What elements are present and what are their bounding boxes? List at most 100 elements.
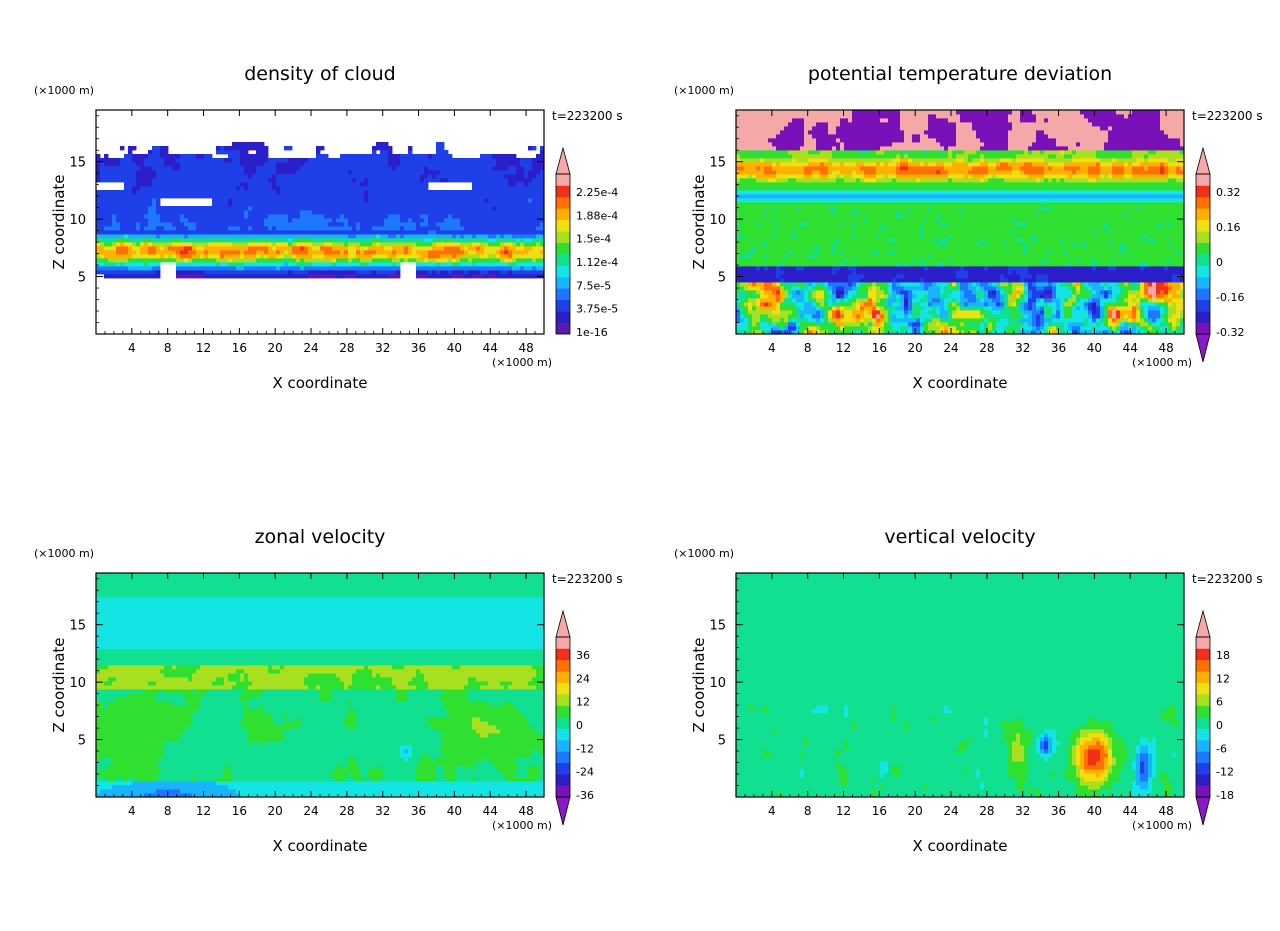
heatmap-cell — [800, 306, 804, 310]
heatmap-cell — [240, 166, 244, 170]
heatmap-cell — [828, 182, 832, 186]
heatmap-cell — [192, 206, 196, 210]
heatmap-cell — [108, 166, 112, 170]
heatmap-cell — [808, 150, 812, 154]
heatmap-cell — [484, 274, 488, 278]
heatmap-cell — [388, 190, 392, 194]
heatmap-cell — [748, 222, 752, 226]
heatmap-cell — [268, 206, 272, 210]
heatmap-cell — [188, 254, 192, 258]
heatmap-cell — [412, 250, 416, 254]
heatmap-cell — [188, 170, 192, 174]
heatmap-cell — [788, 182, 792, 186]
heatmap-cell — [184, 250, 188, 254]
heatmap-cell — [764, 142, 768, 146]
heatmap-cell — [244, 166, 248, 170]
heatmap-cell — [440, 162, 444, 166]
heatmap-cell — [808, 114, 812, 118]
heatmap-cell — [212, 186, 216, 190]
heatmap-cell — [440, 178, 444, 182]
heatmap-cell — [324, 202, 328, 206]
heatmap-cell — [100, 166, 104, 170]
heatmap-cell — [808, 154, 812, 158]
heatmap-cell — [212, 158, 216, 162]
heatmap-cell — [236, 142, 240, 146]
heatmap-cell — [460, 250, 464, 254]
heatmap-cell — [180, 186, 184, 190]
heatmap-cell — [216, 270, 220, 274]
heatmap-cell — [764, 166, 768, 170]
heatmap-cell — [176, 246, 180, 250]
heatmap-cell — [224, 230, 228, 234]
heatmap-cell — [308, 186, 312, 190]
heatmap-cell — [240, 250, 244, 254]
heatmap-cell — [108, 170, 112, 174]
heatmap-cell — [236, 170, 240, 174]
heatmap-cell — [356, 246, 360, 250]
heatmap-cell — [828, 262, 832, 266]
heatmap-cell — [228, 230, 232, 234]
heatmap-cell — [368, 218, 372, 222]
heatmap-cell — [428, 218, 432, 222]
heatmap-cell — [152, 170, 156, 174]
heatmap-cell — [368, 270, 372, 274]
heatmap-cell — [456, 210, 460, 214]
heatmap-cell — [284, 182, 288, 186]
heatmap-cell — [784, 238, 788, 242]
heatmap-cell — [452, 206, 456, 210]
heatmap-cell — [836, 206, 840, 210]
heatmap-cell — [744, 286, 748, 290]
heatmap-cell — [800, 250, 804, 254]
heatmap-cell — [132, 214, 136, 218]
heatmap-cell — [808, 130, 812, 134]
heatmap-cell — [428, 274, 432, 278]
heatmap-cell — [760, 198, 764, 202]
heatmap-cell — [344, 206, 348, 210]
heatmap-cell — [824, 130, 828, 134]
heatmap-cell — [532, 210, 536, 214]
heatmap-cell — [104, 202, 108, 206]
heatmap-cell — [820, 118, 824, 122]
heatmap-cell — [220, 214, 224, 218]
heatmap-cell — [820, 262, 824, 266]
heatmap-cell — [416, 198, 420, 202]
heatmap-cell — [152, 202, 156, 206]
heatmap-cell — [136, 174, 140, 178]
heatmap-cell — [828, 282, 832, 286]
heatmap-cell — [836, 318, 840, 322]
heatmap-cell — [168, 246, 172, 250]
heatmap-cell — [756, 166, 760, 170]
heatmap-cell — [780, 134, 784, 138]
heatmap-cell — [448, 254, 452, 258]
heatmap-cell — [320, 166, 324, 170]
heatmap-cell — [276, 230, 280, 234]
heatmap-cell — [96, 210, 100, 214]
heatmap-cell — [512, 234, 516, 238]
heatmap-cell — [816, 210, 820, 214]
heatmap-cell — [832, 322, 836, 326]
heatmap-cell — [748, 118, 752, 122]
heatmap-cell — [316, 178, 320, 182]
heatmap-cell — [524, 234, 528, 238]
heatmap-cell — [196, 158, 200, 162]
heatmap-cell — [192, 274, 196, 278]
heatmap-cell — [192, 178, 196, 182]
heatmap-cell — [296, 182, 300, 186]
heatmap-cell — [484, 270, 488, 274]
heatmap-cell — [204, 246, 208, 250]
heatmap-cell — [316, 274, 320, 278]
heatmap-cell — [184, 186, 188, 190]
heatmap-cell — [100, 170, 104, 174]
heatmap-cell — [340, 234, 344, 238]
heatmap-cell — [528, 238, 532, 242]
heatmap-cell — [388, 178, 392, 182]
heatmap-cell — [352, 174, 356, 178]
heatmap-cell — [296, 166, 300, 170]
heatmap-cell — [524, 262, 528, 266]
heatmap-cell — [516, 222, 520, 226]
heatmap-cell — [452, 254, 456, 258]
heatmap-cell — [500, 182, 504, 186]
heatmap-cell — [768, 190, 772, 194]
heatmap-cell — [812, 178, 816, 182]
heatmap-cell — [264, 262, 268, 266]
